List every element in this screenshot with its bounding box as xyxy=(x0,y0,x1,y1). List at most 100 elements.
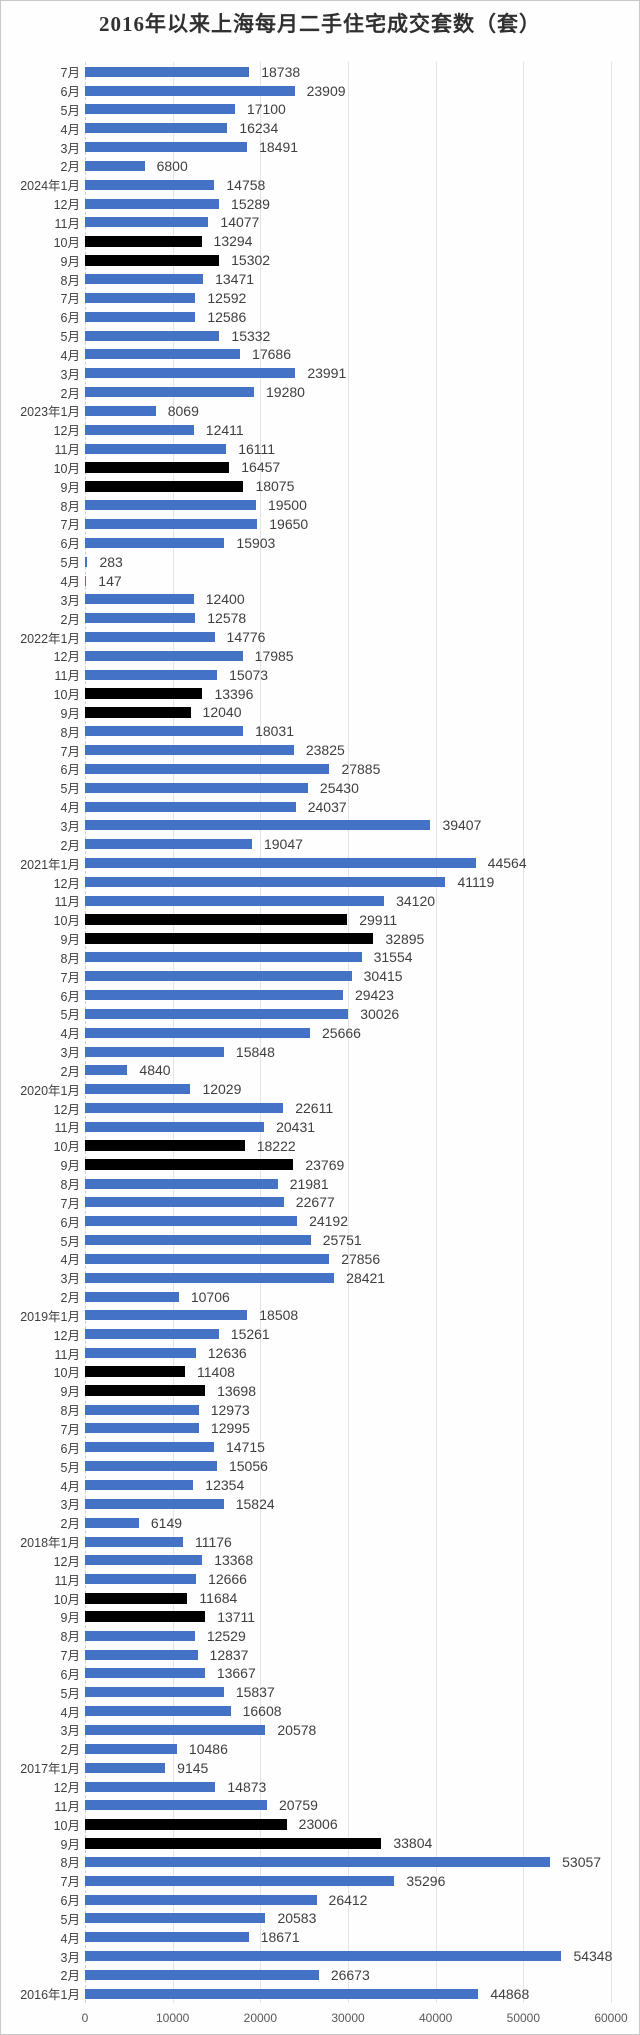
bar-track: 12529 xyxy=(85,1626,611,1645)
bar xyxy=(85,1348,196,1359)
bar-track: 15302 xyxy=(85,251,611,270)
value-label: 12411 xyxy=(205,421,244,438)
bar-row: 3月 28421 xyxy=(1,1268,611,1287)
bar-row: 2月 6800 xyxy=(1,157,611,176)
bar xyxy=(85,1461,217,1472)
bar xyxy=(85,1517,139,1528)
bar xyxy=(85,1574,197,1585)
bar-track: 16111 xyxy=(85,439,611,458)
bar-row: 12月 15289 xyxy=(1,194,611,213)
value-label: 15903 xyxy=(236,534,276,551)
value-label: 15302 xyxy=(231,252,271,269)
category-label: 2月 xyxy=(60,612,80,627)
value-label: 15073 xyxy=(229,666,269,683)
category-label: 7月 xyxy=(60,970,80,985)
bar xyxy=(85,1103,284,1114)
bar-row: 6月 23909 xyxy=(1,81,611,100)
value-label: 10486 xyxy=(188,1740,228,1757)
bar-row: 9月 15302 xyxy=(1,251,611,270)
value-label: 26673 xyxy=(330,1966,370,1983)
bar-row: 3月 15848 xyxy=(1,1042,611,1061)
category-label: 10月 xyxy=(53,1140,80,1155)
value-label: 15056 xyxy=(228,1458,268,1475)
bar-row: 4月 17686 xyxy=(1,345,611,364)
value-label: 30415 xyxy=(363,968,403,985)
bar-row: 3月 20578 xyxy=(1,1721,611,1740)
chart-area: 7月 18738 6月 23909 5月 17100 4月 16234 3月 18491 2月 680… xyxy=(1,62,628,2033)
bar-row: 9月 12040 xyxy=(1,703,611,722)
bar xyxy=(85,274,204,284)
category-label: 2月 xyxy=(60,386,80,401)
category-label: 4月 xyxy=(60,1253,80,1268)
bar-row: 12月 12411 xyxy=(1,420,611,439)
bar-row: 11月 20431 xyxy=(1,1118,611,1137)
bar-track: 12666 xyxy=(85,1570,611,1589)
category-label: 7月 xyxy=(60,744,80,759)
value-label: 25666 xyxy=(322,1024,361,1041)
bar xyxy=(85,914,348,926)
bar xyxy=(85,1159,294,1171)
category-label: 12月 xyxy=(53,1781,80,1795)
category-label: 8月 xyxy=(60,1630,80,1645)
bar xyxy=(85,1988,479,1999)
category-label: 6月 xyxy=(60,1215,80,1230)
x-tick-label: 30000 xyxy=(331,2011,365,2026)
value-label: 12973 xyxy=(210,1401,250,1418)
bar xyxy=(85,1932,249,1943)
bar-row: 10月 13294 xyxy=(1,232,611,251)
bar-track: 27856 xyxy=(85,1249,611,1268)
value-label: 35296 xyxy=(406,1872,446,1889)
bar-track: 10486 xyxy=(85,1739,611,1758)
category-label: 7月 xyxy=(60,66,80,81)
category-label: 8月 xyxy=(60,499,80,514)
value-label: 15824 xyxy=(235,1495,275,1512)
bar-track: 19650 xyxy=(85,515,611,534)
category-label: 7月 xyxy=(60,1196,80,1211)
category-label: 2021年1月 xyxy=(20,857,80,872)
rows: 7月 18738 6月 23909 5月 17100 4月 16234 3月 18491 2月 680… xyxy=(1,62,612,2003)
bar-row: 7月 35296 xyxy=(1,1871,611,1890)
bar xyxy=(85,424,194,435)
value-label: 15837 xyxy=(235,1684,275,1701)
bar-row: 7月 18738 xyxy=(1,62,611,81)
category-label: 2018年1月 xyxy=(20,1536,80,1551)
bar-track: 19500 xyxy=(85,496,611,515)
category-label: 7月 xyxy=(60,1875,80,1890)
category-label: 5月 xyxy=(60,1686,80,1701)
value-label: 24037 xyxy=(307,798,347,815)
bar-track: 29911 xyxy=(85,910,611,929)
bar xyxy=(85,1951,562,1962)
category-label: 6月 xyxy=(60,537,80,552)
value-label: 15848 xyxy=(235,1043,275,1060)
value-label: 12029 xyxy=(202,1081,242,1098)
bar-row: 6月 13667 xyxy=(1,1664,611,1683)
category-label: 7月 xyxy=(60,1649,80,1664)
value-label: 25430 xyxy=(319,779,359,796)
bar-track: 12578 xyxy=(85,609,611,628)
value-label: 22677 xyxy=(295,1194,335,1211)
category-label: 7月 xyxy=(60,1422,80,1437)
value-label: 29911 xyxy=(359,911,398,928)
category-label: 2月 xyxy=(60,1517,80,1532)
bar-row: 5月 25751 xyxy=(1,1231,611,1250)
bar xyxy=(85,443,227,454)
bar xyxy=(85,160,145,171)
category-label: 2月 xyxy=(60,1064,80,1079)
value-label: 20759 xyxy=(278,1797,318,1814)
bar-row: 2019年1月 18508 xyxy=(1,1306,611,1325)
category-label: 8月 xyxy=(60,1856,80,1871)
bar-track: 18508 xyxy=(85,1306,611,1325)
bar xyxy=(85,1706,231,1717)
bar xyxy=(85,1121,265,1132)
bar xyxy=(85,650,243,661)
bar-track: 12029 xyxy=(85,1080,611,1099)
bar-track: 20578 xyxy=(85,1721,611,1740)
bar-row: 8月 13471 xyxy=(1,270,611,289)
bar-track: 16234 xyxy=(85,119,611,138)
bar-row: 5月 30026 xyxy=(1,1004,611,1023)
bar xyxy=(85,1310,248,1321)
category-label: 6月 xyxy=(60,1894,80,1909)
value-label: 23909 xyxy=(306,82,346,99)
bar-row: 9月 18075 xyxy=(1,477,611,496)
